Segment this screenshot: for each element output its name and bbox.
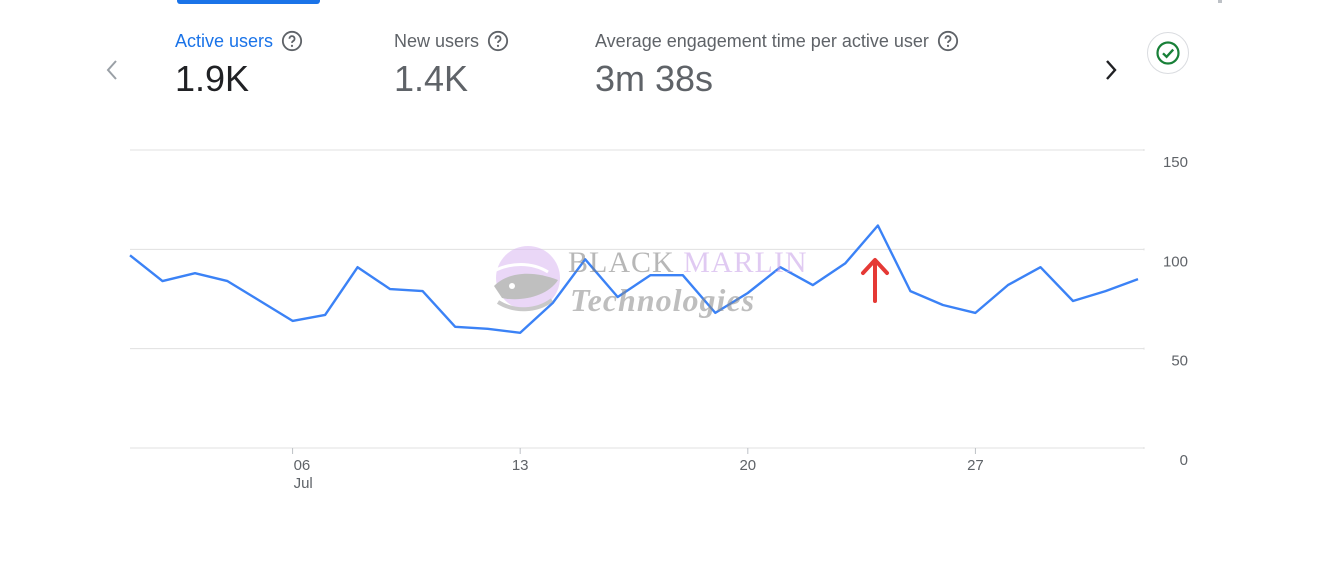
data-point[interactable] — [807, 279, 819, 291]
metric-value-active-users: 1.9K — [175, 58, 250, 99]
previous-metrics-button[interactable] — [100, 56, 124, 84]
data-point[interactable] — [384, 283, 396, 295]
help-circle-icon[interactable] — [487, 30, 509, 52]
data-point[interactable] — [937, 299, 949, 311]
data-point[interactable] — [189, 267, 201, 279]
data-point[interactable] — [222, 275, 234, 287]
metric-new-users[interactable]: New users 1.4K — [394, 30, 509, 99]
red-up-arrow — [861, 258, 889, 303]
data-point[interactable] — [449, 321, 461, 333]
metric-label-avg-engagement-time: Average engagement time per active user — [595, 30, 929, 51]
metric-avg-engagement-time[interactable]: Average engagement time per active user … — [595, 30, 959, 99]
data-point[interactable] — [157, 275, 169, 287]
y-axis-ticks: 0 50 100 150 — [1163, 154, 1188, 469]
x-tick-sublabel: Jul — [294, 475, 313, 492]
data-point[interactable] — [254, 295, 266, 307]
y-tick-label: 0 — [1180, 452, 1188, 469]
metric-active-users[interactable]: Active users 1.9K — [175, 30, 303, 99]
series-line-active-users — [129, 224, 1139, 334]
data-point[interactable] — [774, 261, 786, 273]
metric-value-new-users: 1.4K — [394, 58, 469, 99]
x-tick-label: 20 — [739, 457, 756, 474]
data-quality-status-button[interactable] — [1147, 32, 1189, 74]
y-tick-label: 50 — [1171, 353, 1188, 370]
data-point[interactable] — [677, 269, 689, 281]
data-point[interactable] — [904, 285, 916, 297]
data-point[interactable] — [352, 261, 364, 273]
chart-series — [124, 219, 1144, 339]
data-point[interactable] — [124, 249, 136, 261]
metric-value-avg-engagement-time: 3m 38s — [595, 58, 714, 99]
y-tick-label: 100 — [1163, 253, 1188, 270]
data-point[interactable] — [1067, 295, 1079, 307]
data-point[interactable] — [612, 291, 624, 303]
data-point[interactable] — [319, 309, 331, 321]
data-point[interactable] — [839, 257, 851, 269]
data-point[interactable] — [644, 269, 656, 281]
x-tick-label: 13 — [512, 457, 529, 474]
chevron-left-icon — [106, 60, 117, 80]
data-point[interactable] — [709, 307, 721, 319]
help-circle-icon[interactable] — [937, 30, 959, 52]
data-point[interactable] — [514, 327, 526, 339]
check-circle-icon — [1156, 41, 1180, 65]
data-point[interactable] — [1034, 261, 1046, 273]
data-point[interactable] — [547, 297, 559, 309]
data-point[interactable] — [969, 307, 981, 319]
data-point[interactable] — [579, 253, 591, 265]
top-divider-fragment — [1218, 0, 1222, 3]
data-point[interactable] — [482, 323, 494, 335]
x-tick-label: 27 — [967, 457, 984, 474]
y-tick-label: 150 — [1163, 154, 1188, 171]
data-point[interactable] — [417, 285, 429, 297]
metric-label-active-users: Active users — [175, 30, 274, 51]
metric-label-new-users: New users — [394, 30, 480, 51]
data-point[interactable] — [287, 315, 299, 327]
data-point[interactable] — [1002, 279, 1014, 291]
selected-tab-indicator — [177, 0, 320, 4]
data-point[interactable] — [742, 287, 754, 299]
data-point[interactable] — [1099, 285, 1111, 297]
x-tick-label: 06 — [294, 457, 311, 474]
data-point[interactable] — [872, 219, 884, 231]
help-circle-icon[interactable] — [281, 30, 303, 52]
chevron-right-icon — [1106, 60, 1117, 80]
data-point[interactable] — [1132, 273, 1144, 285]
next-metrics-button[interactable] — [1099, 56, 1123, 84]
